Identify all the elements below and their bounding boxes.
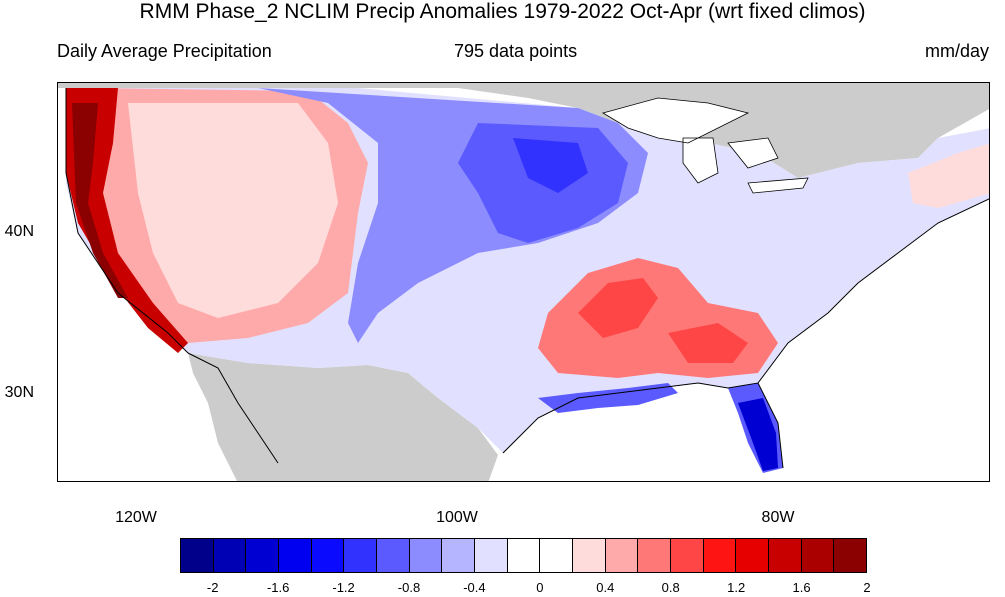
subtitle-variable: Daily Average Precipitation (57, 41, 272, 61)
colorbar-box (573, 539, 606, 572)
map-title: RMM Phase_2 NCLIM Precip Anomalies 1979-… (139, 0, 866, 23)
northeast (908, 143, 989, 208)
colorbar-box (246, 539, 280, 572)
florida-core (738, 398, 778, 471)
colorbar-box (377, 539, 410, 572)
colorbar-box (279, 539, 312, 572)
colorbar-label: 2 (863, 580, 871, 595)
canada-land (58, 83, 989, 178)
baja-land (198, 353, 278, 468)
colorbar-box (638, 539, 672, 572)
colorbar-box (475, 539, 508, 572)
southeast-wet-core-2 (668, 323, 748, 363)
colorbar-label: 1.2 (727, 580, 746, 595)
colorbar-label: 0.4 (596, 580, 615, 595)
colorbar-box (736, 539, 770, 572)
colorbar-box (409, 539, 443, 572)
colorbar-box (442, 539, 476, 572)
great-lakes (601, 97, 809, 194)
precip-anomaly-map (58, 83, 989, 481)
lat-label-40n: 40N (4, 223, 34, 240)
colorbar-box (181, 539, 214, 572)
colorbar (180, 538, 867, 573)
colorbar-box (834, 539, 867, 572)
colorbar-box (344, 539, 378, 572)
colorbar-label: -0.8 (397, 580, 421, 595)
lon-label-80w: 80W (761, 509, 795, 526)
colorbar-box (213, 539, 247, 572)
pacific-coast-core (72, 103, 128, 298)
colorbar-box (769, 539, 802, 572)
lon-label-100w: 100W (436, 509, 478, 526)
colorbar-box (311, 539, 345, 572)
colorbar-label: -0.4 (463, 580, 486, 595)
lat-label-30n: 30N (4, 384, 34, 401)
colorbar-label: 0.8 (661, 580, 680, 595)
southeast-wet-core (578, 278, 658, 338)
colorbar-label: 1.6 (792, 580, 811, 595)
colorbar-box (605, 539, 639, 572)
colorbar-label: 0 (536, 580, 544, 595)
lon-label-120w: 120W (115, 509, 157, 526)
colorbar-box (801, 539, 835, 572)
colorbar-box (540, 539, 574, 572)
colorbar-box (507, 539, 541, 572)
subtitle-units: mm/day (924, 41, 989, 61)
colorbar-label: -1.6 (266, 580, 290, 595)
colorbar-box (703, 539, 737, 572)
colorbar-label: -1.2 (332, 580, 355, 595)
map-plot-area (57, 82, 990, 482)
subtitle-count: 795 data points (454, 41, 578, 61)
western-mountains-white (128, 103, 338, 318)
gulf-coast (538, 383, 678, 413)
central-plains-core (513, 138, 588, 193)
colorbar-box (671, 539, 704, 572)
coastlines (65, 88, 989, 469)
pacific-coast-band (66, 88, 188, 353)
colorbar-label: -2 (206, 580, 219, 595)
